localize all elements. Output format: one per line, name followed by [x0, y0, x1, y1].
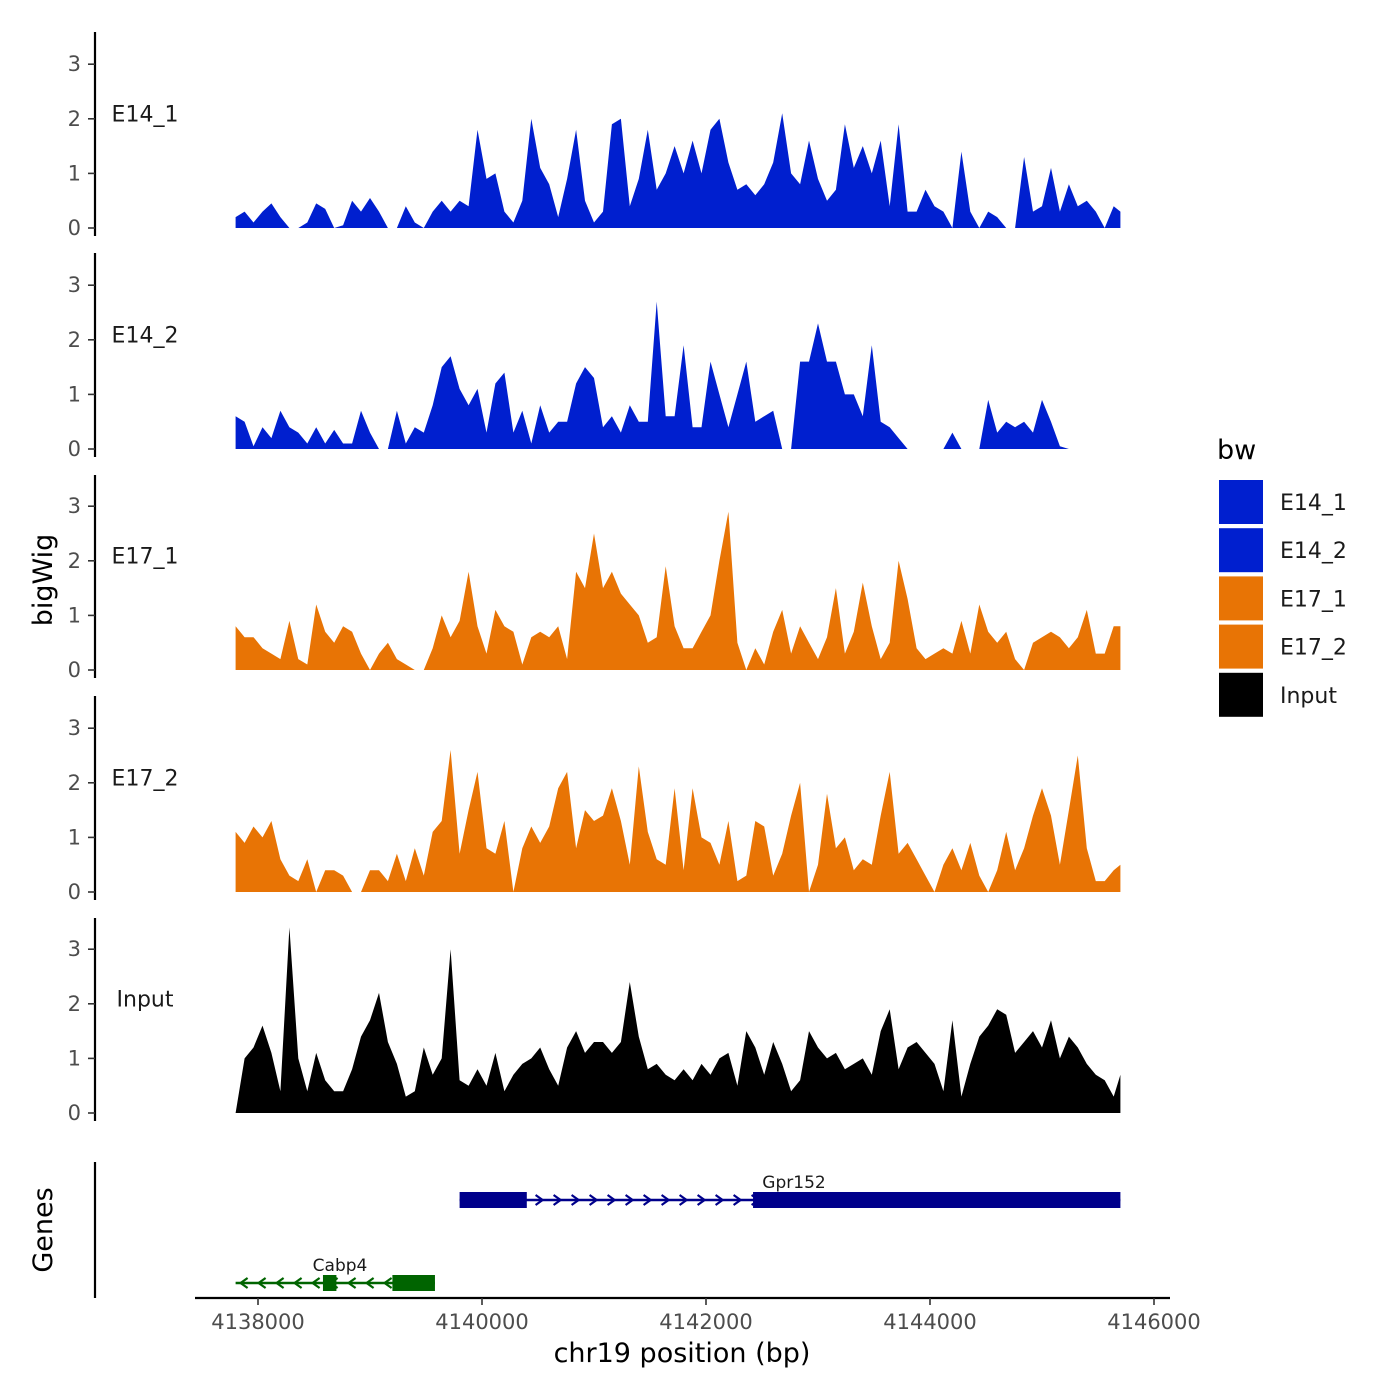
track-e14-2: 0 1 2 3 E14_2: [68, 253, 1121, 461]
y-tick-label: 0: [68, 1101, 81, 1125]
coverage-area: [235, 750, 1121, 892]
gene-exon: [392, 1275, 435, 1291]
strand-arrow: [292, 1277, 303, 1289]
strand-arrow: [696, 1194, 707, 1206]
legend-swatch: [1219, 576, 1263, 621]
gene-exon: [322, 1275, 337, 1291]
legend-entry-input: Input: [1219, 672, 1337, 717]
strand-arrow: [714, 1194, 725, 1206]
y-tick-label: 2: [68, 107, 81, 131]
y-tick-label: 3: [68, 273, 81, 297]
track-e14-1: 0 1 2 3 E14_1: [68, 32, 1121, 240]
legend-entry-e14-1: E14_1: [1219, 480, 1347, 524]
track-label: Input: [117, 987, 174, 1012]
gene-label: Gpr152: [762, 1173, 825, 1193]
y-tick-label: 2: [68, 549, 81, 573]
strand-arrow: [382, 1277, 393, 1289]
y-tick-label: 3: [68, 716, 81, 740]
y-tick-label: 0: [68, 437, 81, 461]
x-tick-label: 4144000: [883, 1310, 977, 1334]
coverage-tracks: 0 1 2 3 E14_1 0 1 2 3 E14_2 0 1 2 3 E17_1 0 1 2 3 E17_2 0 1 2 3…: [68, 32, 1121, 1125]
legend: bw E14_1 E14_2 E17_1 E17_2 Input: [1217, 435, 1347, 717]
legend-label: E17_1: [1280, 587, 1347, 612]
coverage-area: [235, 927, 1121, 1113]
legend-label: E17_2: [1280, 636, 1347, 661]
strand-arrow: [346, 1277, 357, 1289]
gene-cabp4: Cabp4: [235, 1256, 435, 1291]
strand-arrow: [238, 1277, 249, 1289]
track-e17-2: 0 1 2 3 E17_2: [68, 696, 1121, 904]
strand-arrow: [534, 1194, 545, 1206]
x-axis-title: chr19 position (bp): [554, 1338, 811, 1369]
gene-exon: [459, 1192, 527, 1208]
strand-arrow: [274, 1277, 285, 1289]
strand-arrow: [570, 1194, 581, 1206]
legend-swatch: [1219, 624, 1263, 669]
track-label: E14_1: [112, 102, 179, 127]
legend-swatch: [1219, 672, 1263, 717]
strand-arrow: [732, 1194, 743, 1206]
strand-arrow: [256, 1277, 267, 1289]
legend-label: E14_2: [1280, 539, 1347, 564]
track-label: E17_1: [112, 544, 179, 569]
y-tick-label: 0: [68, 880, 81, 904]
legend-swatch: [1219, 480, 1263, 524]
y-tick-label: 2: [68, 992, 81, 1016]
legend-entry-e17-1: E17_1: [1219, 576, 1347, 621]
legend-entry-e17-2: E17_2: [1219, 624, 1347, 669]
legend-entry-e14-2: E14_2: [1219, 528, 1347, 573]
strand-arrow: [624, 1194, 635, 1206]
track-input: 0 1 2 3 Input: [68, 918, 1121, 1125]
coverage-area: [235, 301, 1121, 449]
x-tick-label: 4140000: [435, 1310, 529, 1334]
y-tick-label: 1: [68, 382, 81, 406]
strand-arrow: [364, 1277, 375, 1289]
strand-arrow: [552, 1194, 563, 1206]
genes-axis-title: Genes: [28, 1187, 59, 1272]
strand-arrow: [588, 1194, 599, 1206]
gene-gpr152: Gpr152: [459, 1173, 1121, 1208]
legend-swatch: [1219, 528, 1263, 573]
gene-label: Cabp4: [313, 1256, 368, 1276]
y-tick-label: 1: [68, 825, 81, 849]
y-tick-label: 3: [68, 937, 81, 961]
y-tick-label: 0: [68, 658, 81, 682]
track-e17-1: 0 1 2 3 E17_1: [68, 475, 1121, 682]
strand-arrow: [310, 1277, 321, 1289]
gene-exon: [753, 1192, 1121, 1208]
legend-title: bw: [1217, 435, 1256, 466]
y-tick-label: 0: [68, 216, 81, 240]
x-axis: 4138000 4140000 4142000 4144000 4146000: [195, 1296, 1201, 1334]
x-tick-label: 4138000: [211, 1310, 305, 1334]
legend-label: E14_1: [1280, 491, 1347, 516]
strand-arrow: [606, 1194, 617, 1206]
y-tick-label: 2: [68, 771, 81, 795]
y-tick-label: 1: [68, 1046, 81, 1070]
y-tick-label: 1: [68, 603, 81, 627]
genes-panel: Gpr152 Cabp4: [93, 1162, 1121, 1298]
coverage-area: [235, 113, 1121, 228]
x-tick-label: 4146000: [1107, 1310, 1201, 1334]
x-tick-label: 4142000: [659, 1310, 753, 1334]
coverage-area: [235, 511, 1121, 670]
y-tick-label: 2: [68, 328, 81, 352]
y-tick-label: 3: [68, 494, 81, 518]
track-label: E17_2: [112, 766, 179, 791]
y-tick-label: 3: [68, 52, 81, 76]
legend-label: Input: [1280, 684, 1337, 709]
y-tick-label: 1: [68, 161, 81, 185]
strand-arrow: [660, 1194, 671, 1206]
track-label: E14_2: [112, 323, 179, 348]
y-axis-title: bigWig: [28, 534, 59, 627]
strand-arrow: [678, 1194, 689, 1206]
strand-arrow: [642, 1194, 653, 1206]
